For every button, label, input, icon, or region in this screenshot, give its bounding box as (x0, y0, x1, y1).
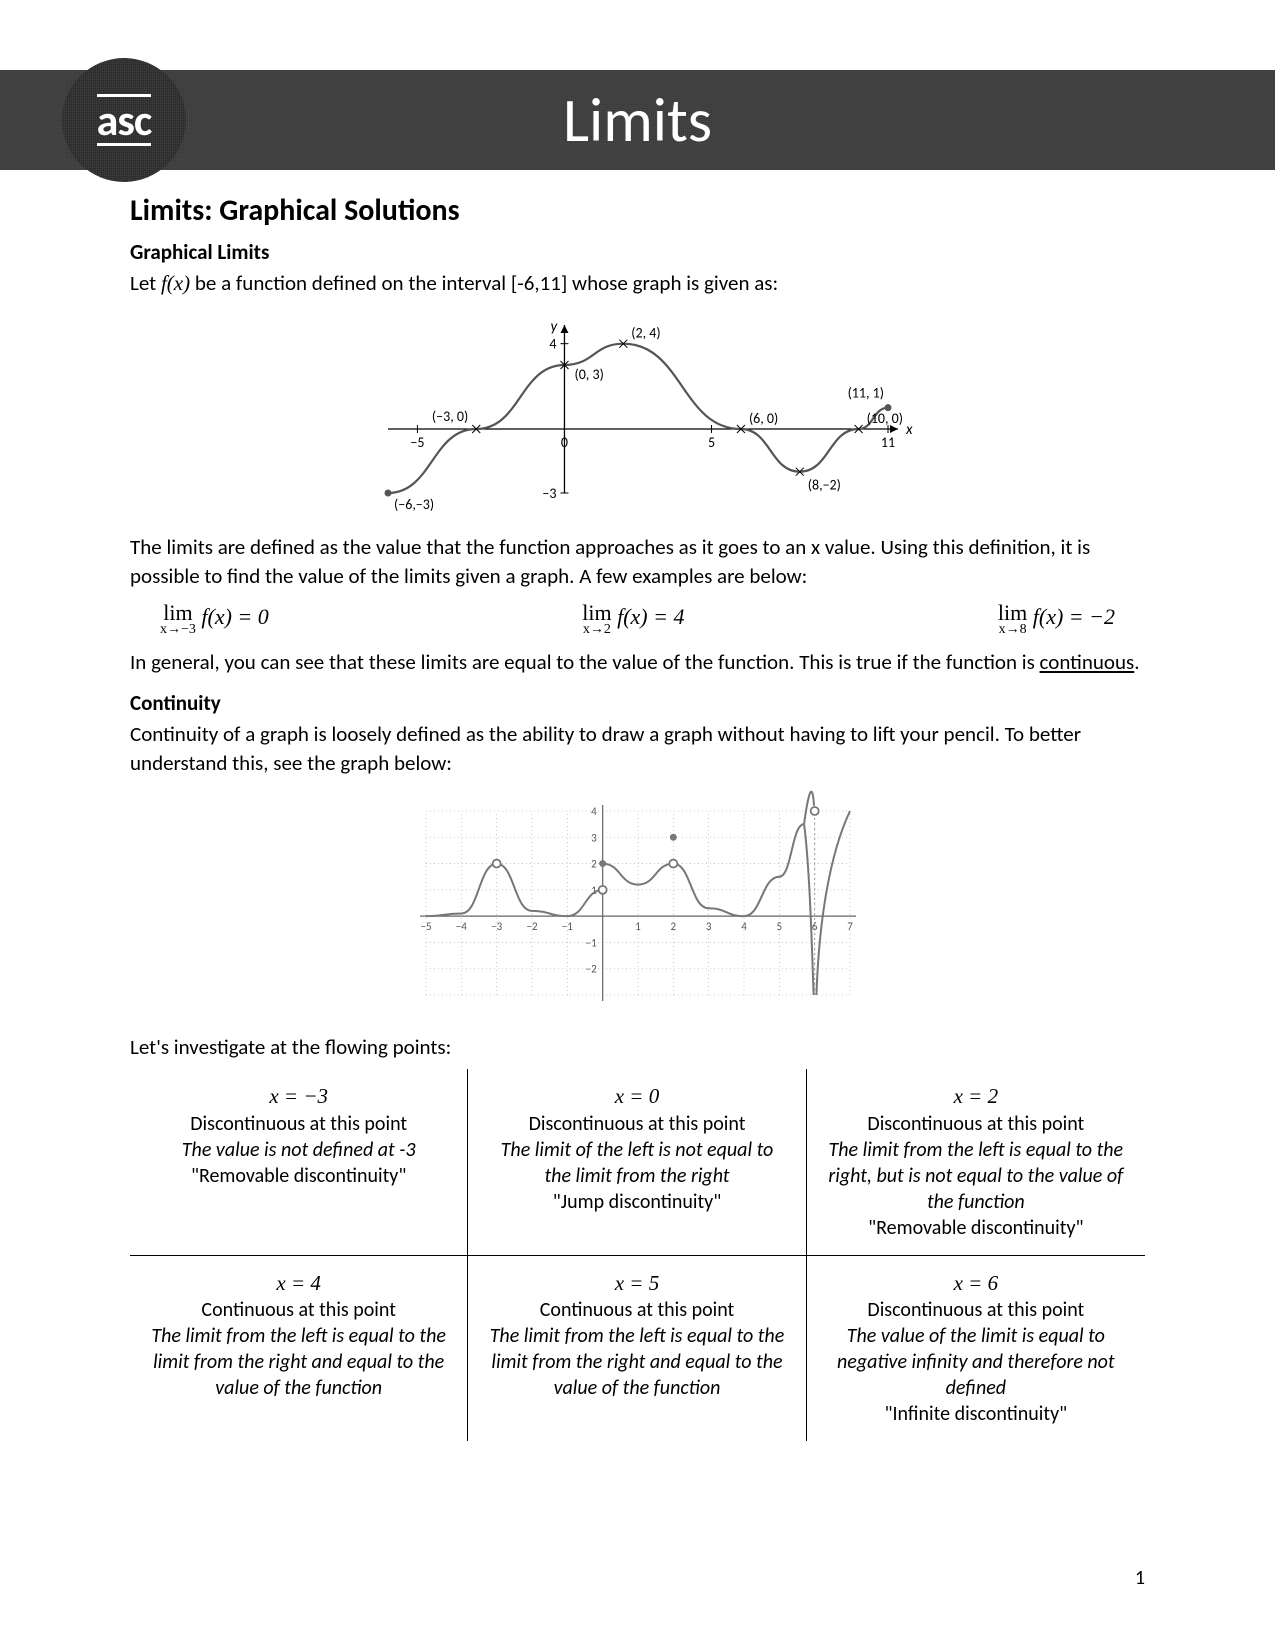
closing-prefix: In general, you can see that these limit… (130, 649, 1040, 675)
svg-text:−5: −5 (420, 920, 431, 933)
continuity-heading: Continuity (130, 690, 1145, 716)
investigate-line: Let's investigate at the flowing points: (130, 1033, 1145, 1061)
svg-text:x: x (905, 421, 913, 439)
intro-paragraph: Let f(x) be a function defined on the in… (130, 269, 1145, 297)
continuity-paragraph: Continuity of a graph is loosely defined… (130, 720, 1145, 777)
logo-text: asc (97, 94, 152, 146)
discontinuity-table: x = −3 Discontinuous at this point The v… (130, 1069, 1145, 1441)
svg-text:−5: −5 (410, 434, 424, 451)
svg-text:3: 3 (591, 831, 597, 844)
svg-text:0: 0 (560, 434, 567, 451)
svg-text:4: 4 (591, 805, 597, 818)
svg-text:(0, 3): (0, 3) (574, 366, 603, 383)
svg-text:(6, 0): (6, 0) (748, 410, 777, 427)
section-heading: Limits: Graphical Solutions (130, 192, 1145, 229)
asc-logo: asc (62, 58, 186, 182)
graph-1: −5 0 5 11 −3 4 x y (−6,−3) (−3, 0) (0, 3) (2, 4) (6,… (358, 303, 918, 523)
limit-example-2: limx→2 f(x) = 4 (582, 600, 684, 638)
graph-1-container: −5 0 5 11 −3 4 x y (−6,−3) (−3, 0) (0, 3) (2, 4) (6,… (130, 303, 1145, 523)
intro-prefix: Let (130, 270, 161, 296)
page-number: 1 (1135, 1566, 1145, 1590)
table-cell: x = 4 Continuous at this point The limit… (130, 1256, 468, 1441)
svg-text:−3: −3 (542, 485, 556, 502)
svg-text:(−3, 0): (−3, 0) (431, 408, 467, 425)
svg-text:(2, 4): (2, 4) (631, 325, 660, 342)
table-cell: x = 2 Discontinuous at this point The li… (807, 1069, 1145, 1255)
table-cell: x = −3 Discontinuous at this point The v… (130, 1069, 468, 1255)
svg-text:4: 4 (549, 336, 556, 353)
svg-text:(8,−2): (8,−2) (807, 477, 840, 494)
svg-text:(11, 1): (11, 1) (847, 385, 883, 402)
limit-examples-row: limx→−3 f(x) = 0 limx→2 f(x) = 4 limx→8 … (130, 594, 1145, 648)
svg-text:4: 4 (741, 920, 747, 933)
svg-text:6: 6 (811, 920, 817, 933)
limit-example-1: limx→−3 f(x) = 0 (160, 600, 269, 638)
svg-text:(10, 0): (10, 0) (866, 410, 902, 427)
continuity-note: In general, you can see that these limit… (130, 648, 1145, 676)
svg-text:y: y (550, 318, 558, 336)
svg-text:7: 7 (847, 920, 853, 933)
table-cell: x = 0 Discontinuous at this point The li… (468, 1069, 806, 1255)
limits-definition-paragraph: The limits are defined as the value that… (130, 533, 1145, 590)
header-bar: Limits (0, 70, 1275, 170)
svg-text:−2: −2 (526, 920, 537, 933)
limit-example-3: limx→8 f(x) = −2 (998, 600, 1115, 638)
page-title: Limits (563, 82, 712, 158)
svg-text:3: 3 (705, 920, 711, 933)
svg-text:−1: −1 (585, 936, 596, 949)
svg-text:5: 5 (707, 434, 714, 451)
svg-text:1: 1 (635, 920, 641, 933)
svg-text:2: 2 (670, 920, 676, 933)
svg-text:5: 5 (776, 920, 782, 933)
svg-text:−3: −3 (491, 920, 502, 933)
closing-underlined: continuous (1040, 649, 1135, 675)
svg-text:−1: −1 (561, 920, 572, 933)
table-cell: x = 5 Continuous at this point The limit… (468, 1256, 806, 1441)
graphical-limits-heading: Graphical Limits (130, 239, 1145, 265)
svg-text:(−6,−3): (−6,−3) (394, 496, 434, 513)
graph-2-container: −5−4−3−2−11234567−2−11234 (130, 783, 1145, 1023)
intro-fx: f(x) (161, 271, 190, 295)
svg-text:−2: −2 (585, 963, 596, 976)
intro-suffix: be a function defined on the interval [-… (190, 270, 778, 296)
svg-text:2: 2 (591, 858, 597, 871)
closing-suffix: . (1134, 649, 1139, 675)
table-cell: x = 6 Discontinuous at this point The va… (807, 1256, 1145, 1441)
svg-text:−4: −4 (455, 920, 466, 933)
graph-2: −5−4−3−2−11234567−2−11234 (398, 783, 878, 1023)
document-body: Limits: Graphical Solutions Graphical Li… (130, 192, 1145, 1441)
svg-text:11: 11 (880, 434, 894, 451)
